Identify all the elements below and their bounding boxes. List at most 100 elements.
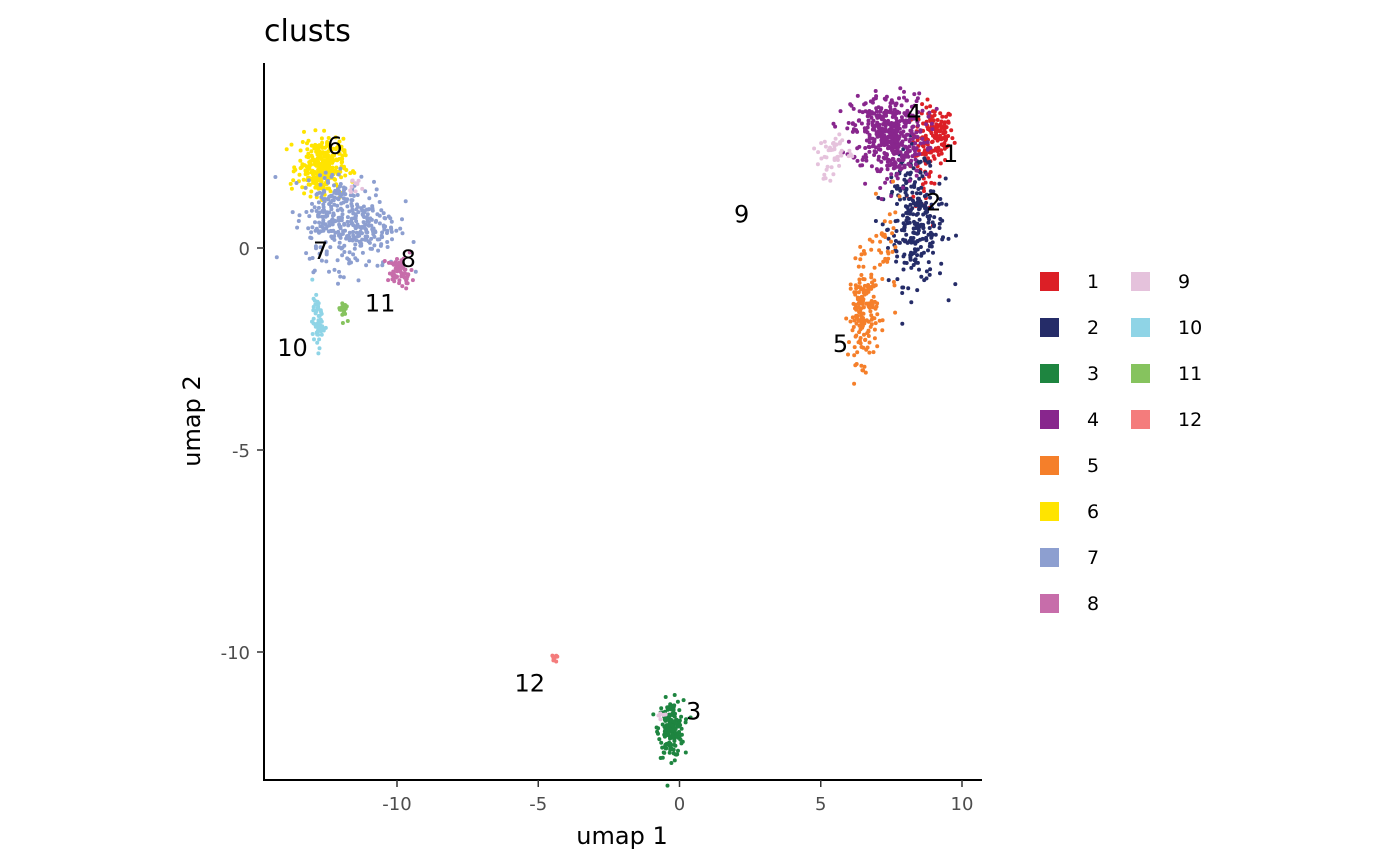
data-point bbox=[921, 226, 926, 231]
data-point bbox=[825, 164, 830, 169]
data-point bbox=[859, 363, 864, 368]
data-point bbox=[891, 122, 896, 127]
data-point bbox=[333, 230, 338, 235]
data-point bbox=[867, 340, 872, 345]
data-point bbox=[663, 712, 668, 717]
data-point bbox=[861, 155, 866, 160]
data-point bbox=[348, 188, 353, 193]
data-point bbox=[921, 250, 926, 255]
data-point bbox=[913, 162, 918, 167]
data-point bbox=[831, 172, 836, 177]
data-point bbox=[316, 200, 321, 205]
data-point bbox=[657, 737, 662, 742]
data-point bbox=[878, 262, 882, 267]
data-point bbox=[313, 185, 318, 190]
data-point bbox=[339, 144, 344, 149]
series-8-points bbox=[382, 250, 415, 291]
data-point bbox=[861, 277, 866, 281]
data-point bbox=[867, 109, 872, 113]
data-point bbox=[345, 256, 350, 261]
data-point bbox=[926, 127, 930, 132]
data-point bbox=[864, 301, 869, 306]
data-point bbox=[925, 140, 930, 145]
data-point bbox=[883, 235, 888, 239]
data-point bbox=[321, 228, 326, 233]
data-point bbox=[819, 141, 824, 146]
data-point bbox=[371, 229, 375, 234]
data-point bbox=[857, 280, 862, 285]
data-point bbox=[895, 143, 900, 148]
data-point bbox=[936, 145, 941, 150]
series-5-points bbox=[844, 179, 902, 386]
data-point bbox=[896, 122, 901, 127]
x-tick-label: -10 bbox=[382, 794, 411, 815]
x-tick-label: -5 bbox=[529, 794, 547, 815]
data-point bbox=[309, 149, 314, 154]
series-9-points bbox=[348, 132, 855, 722]
data-point bbox=[924, 105, 929, 110]
data-point bbox=[950, 136, 955, 141]
data-point bbox=[342, 222, 347, 227]
data-point bbox=[336, 172, 341, 177]
data-point bbox=[908, 257, 913, 262]
data-point bbox=[905, 240, 910, 245]
data-point bbox=[869, 272, 874, 277]
data-point bbox=[319, 332, 324, 337]
data-point bbox=[314, 175, 319, 180]
data-point bbox=[382, 216, 387, 220]
data-point bbox=[823, 144, 828, 149]
data-point bbox=[395, 257, 399, 261]
data-point bbox=[317, 178, 322, 183]
data-point bbox=[869, 317, 874, 322]
data-point bbox=[859, 252, 864, 257]
data-point bbox=[377, 237, 382, 242]
data-point bbox=[822, 139, 827, 144]
data-point bbox=[933, 130, 938, 135]
data-point bbox=[894, 229, 899, 233]
legend-label-11: 11 bbox=[1178, 363, 1202, 385]
data-point bbox=[903, 173, 908, 178]
data-point bbox=[670, 723, 675, 728]
series-12-points bbox=[550, 653, 560, 664]
data-point bbox=[917, 176, 922, 181]
data-point bbox=[668, 718, 673, 723]
data-point bbox=[915, 239, 920, 243]
data-point bbox=[929, 118, 934, 123]
data-point bbox=[327, 164, 332, 169]
data-point bbox=[341, 148, 346, 153]
data-point bbox=[363, 189, 368, 194]
data-point bbox=[908, 196, 913, 201]
data-point bbox=[883, 127, 888, 132]
data-point bbox=[853, 306, 857, 311]
data-point bbox=[319, 186, 323, 191]
data-point bbox=[390, 237, 394, 242]
data-point bbox=[890, 189, 895, 194]
data-point bbox=[334, 169, 339, 174]
data-point bbox=[345, 204, 350, 209]
data-point bbox=[889, 172, 894, 177]
data-point bbox=[314, 209, 319, 213]
data-point bbox=[356, 278, 361, 283]
data-point bbox=[873, 219, 878, 223]
data-point bbox=[839, 148, 844, 153]
data-point bbox=[305, 171, 310, 176]
data-point bbox=[353, 181, 358, 186]
data-point bbox=[319, 258, 324, 263]
data-point bbox=[931, 189, 936, 194]
data-point bbox=[359, 206, 364, 211]
data-point bbox=[404, 286, 409, 291]
data-point bbox=[930, 127, 935, 132]
data-point bbox=[885, 167, 890, 172]
data-point bbox=[337, 151, 342, 156]
data-point bbox=[864, 138, 869, 143]
data-point bbox=[944, 136, 949, 141]
data-point bbox=[300, 185, 305, 190]
data-point bbox=[409, 268, 414, 272]
x-tick-label: 5 bbox=[815, 794, 826, 815]
data-point bbox=[292, 165, 297, 170]
data-point bbox=[832, 156, 837, 161]
data-point bbox=[879, 117, 884, 122]
data-point bbox=[900, 185, 905, 190]
data-point bbox=[875, 120, 880, 125]
